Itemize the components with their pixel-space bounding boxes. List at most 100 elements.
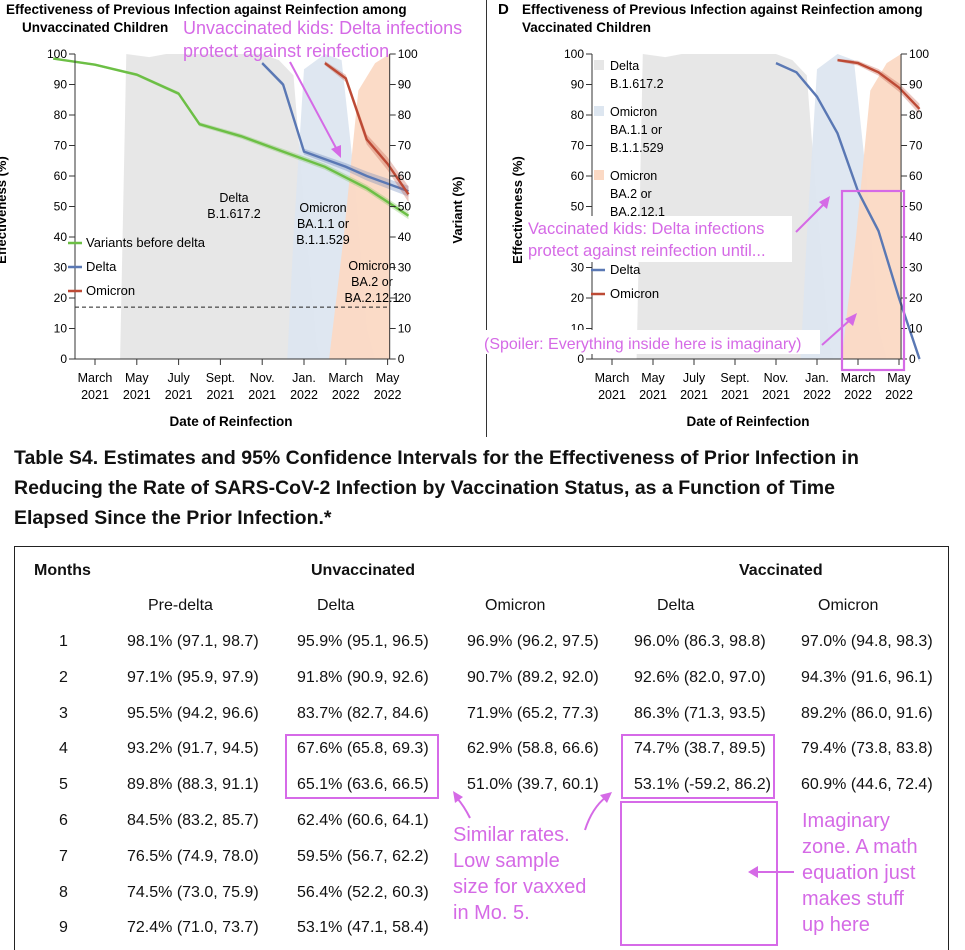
table-cell: 95.5% (94.2, 96.6) xyxy=(127,704,259,722)
y2-tick-label: 100 xyxy=(909,47,929,61)
x-tick-label: 2021 xyxy=(248,388,276,402)
x-tick-label: May xyxy=(125,371,149,385)
column-header: Omicron xyxy=(485,597,546,614)
table-cell: 53.1% (47.1, 58.4) xyxy=(297,919,429,937)
variant-label: BA.2.12.1 xyxy=(345,291,400,305)
table-title-line: Reducing the Rate of SARS-CoV-2 Infectio… xyxy=(14,477,835,499)
note-line: Low sample xyxy=(453,850,560,872)
column-header: Delta xyxy=(317,597,355,614)
y2-tick-label: 0 xyxy=(398,352,405,366)
row-month: 3 xyxy=(59,704,68,722)
table-cell: 95.9% (95.1, 96.5) xyxy=(297,633,429,650)
y-tick-label: 60 xyxy=(54,169,68,183)
table-cell: 97.0% (94.8, 98.3) xyxy=(801,633,933,650)
row-month: 9 xyxy=(59,919,68,937)
table-cell: 93.2% (91.7, 94.5) xyxy=(127,740,259,758)
x-tick-label: Sept. xyxy=(720,371,749,385)
y2-tick-label: 80 xyxy=(909,108,923,122)
y-tick-label: 100 xyxy=(47,47,67,61)
variant-legend-label: B.1.617.2 xyxy=(610,77,664,91)
x-tick-label: March xyxy=(595,371,630,385)
variant-share-area xyxy=(329,54,390,359)
variant-share-area xyxy=(636,54,834,359)
table-title-line: Table S4. Estimates and 95% Confidence I… xyxy=(14,447,859,469)
y2-tick-label: 90 xyxy=(398,78,412,92)
y-tick-label: 10 xyxy=(54,322,68,336)
y2-tick-label: 30 xyxy=(909,261,923,275)
imaginary-zone-table-box xyxy=(620,801,778,946)
row-month: 6 xyxy=(59,812,68,829)
chart-title-line2: Vaccinated Children xyxy=(522,20,651,35)
y-tick-label: 70 xyxy=(54,139,68,153)
header-vaccinated: Vaccinated xyxy=(739,562,823,579)
variant-share-area xyxy=(120,54,321,359)
x-tick-label: 2022 xyxy=(290,388,318,402)
y-axis-label: Effectiveness (%) xyxy=(0,156,9,264)
legend-label: Delta xyxy=(86,259,117,274)
data-table: Months Unvaccinated Vaccinated Pre-delta… xyxy=(14,546,949,950)
confidence-band xyxy=(837,58,920,115)
table-cell: 72.4% (71.0, 73.7) xyxy=(127,919,259,937)
table-cell: 94.3% (91.6, 96.1) xyxy=(801,668,933,686)
x-axis-label: Date of Reinfection xyxy=(686,414,809,429)
y2-tick-label: 50 xyxy=(398,200,412,214)
table-cell: 84.5% (83.2, 85.7) xyxy=(127,812,259,829)
chart-title-line1: Effectiveness of Previous Infection agai… xyxy=(522,2,923,17)
annotation-line1: Unvaccinated kids: Delta infections xyxy=(183,18,462,38)
x-tick-label: Jan. xyxy=(292,371,316,385)
y-tick-label: 40 xyxy=(54,230,68,244)
note-imaginary-zone: Imaginary zone. A math equation just mak… xyxy=(802,808,918,938)
table-cell: 79.4% (73.8, 83.8) xyxy=(801,740,933,758)
y2-axis-label: Variant (%) xyxy=(450,176,465,243)
series-line xyxy=(324,62,410,195)
x-tick-label: 2021 xyxy=(165,388,193,402)
annotation-arrow xyxy=(795,196,857,346)
table-cell: 83.7% (82.7, 84.6) xyxy=(297,704,429,722)
table-cell: 74.7% (38.7, 89.5) xyxy=(634,740,766,758)
series-line xyxy=(53,57,410,217)
y2-tick-label: 70 xyxy=(398,139,412,153)
table-cell: 86.3% (71.3, 93.5) xyxy=(634,704,766,722)
variant-legend-label: Delta xyxy=(610,59,639,73)
y2-tick-label: 70 xyxy=(909,139,923,153)
y-tick-label: 50 xyxy=(54,200,68,214)
column-header: Delta xyxy=(657,597,695,614)
y-tick-label: 90 xyxy=(571,78,585,92)
y-axis-label: Effectiveness (%) xyxy=(510,156,525,264)
table-cell: 67.6% (65.8, 69.3) xyxy=(297,740,429,758)
table-cell: 96.9% (96.2, 97.5) xyxy=(467,633,599,650)
table-cell: 71.9% (65.2, 77.3) xyxy=(467,704,599,722)
x-tick-label: 2022 xyxy=(374,388,402,402)
x-tick-label: July xyxy=(167,371,190,385)
x-tick-label: May xyxy=(887,371,911,385)
x-tick-label: March xyxy=(841,371,876,385)
variant-legend-label: BA.2.12.1 xyxy=(610,205,665,219)
note-line: up here xyxy=(802,914,870,936)
table-title: Table S4. Estimates and 95% Confidence I… xyxy=(14,443,949,533)
variant-label: BA.2 or xyxy=(351,275,393,289)
x-tick-label: May xyxy=(641,371,665,385)
variant-label: Omicron xyxy=(299,201,346,215)
confidence-band xyxy=(324,61,409,203)
y-tick-label: 30 xyxy=(571,261,585,275)
table-cell: 53.1% (-59.2, 86.2) xyxy=(634,776,771,794)
note-similar-rates: Similar rates. Low sample size for vaxxe… xyxy=(453,822,586,926)
y2-tick-label: 10 xyxy=(909,322,923,336)
y2-tick-label: 60 xyxy=(398,169,412,183)
y-tick-label: 20 xyxy=(571,291,585,305)
x-tick-label: 2021 xyxy=(123,388,151,402)
annotation-line2: protect against reinfection until... xyxy=(528,242,766,260)
variant-legend-swatch xyxy=(594,170,604,180)
legend-label: Variants before delta xyxy=(86,235,206,250)
confidence-band xyxy=(262,61,409,197)
x-tick-label: May xyxy=(376,371,400,385)
series-line xyxy=(261,62,409,193)
y2-tick-label: 40 xyxy=(909,230,923,244)
x-tick-label: 2021 xyxy=(721,388,749,402)
note-line: equation just xyxy=(802,862,916,884)
note-line: Imaginary xyxy=(802,810,890,832)
variant-label: B.1.617.2 xyxy=(207,207,261,221)
y-tick-label: 50 xyxy=(571,200,585,214)
chart-unvaccinated: Effectiveness of Previous Infection agai… xyxy=(0,2,465,429)
table-cell: 65.1% (63.6, 66.5) xyxy=(297,776,429,794)
